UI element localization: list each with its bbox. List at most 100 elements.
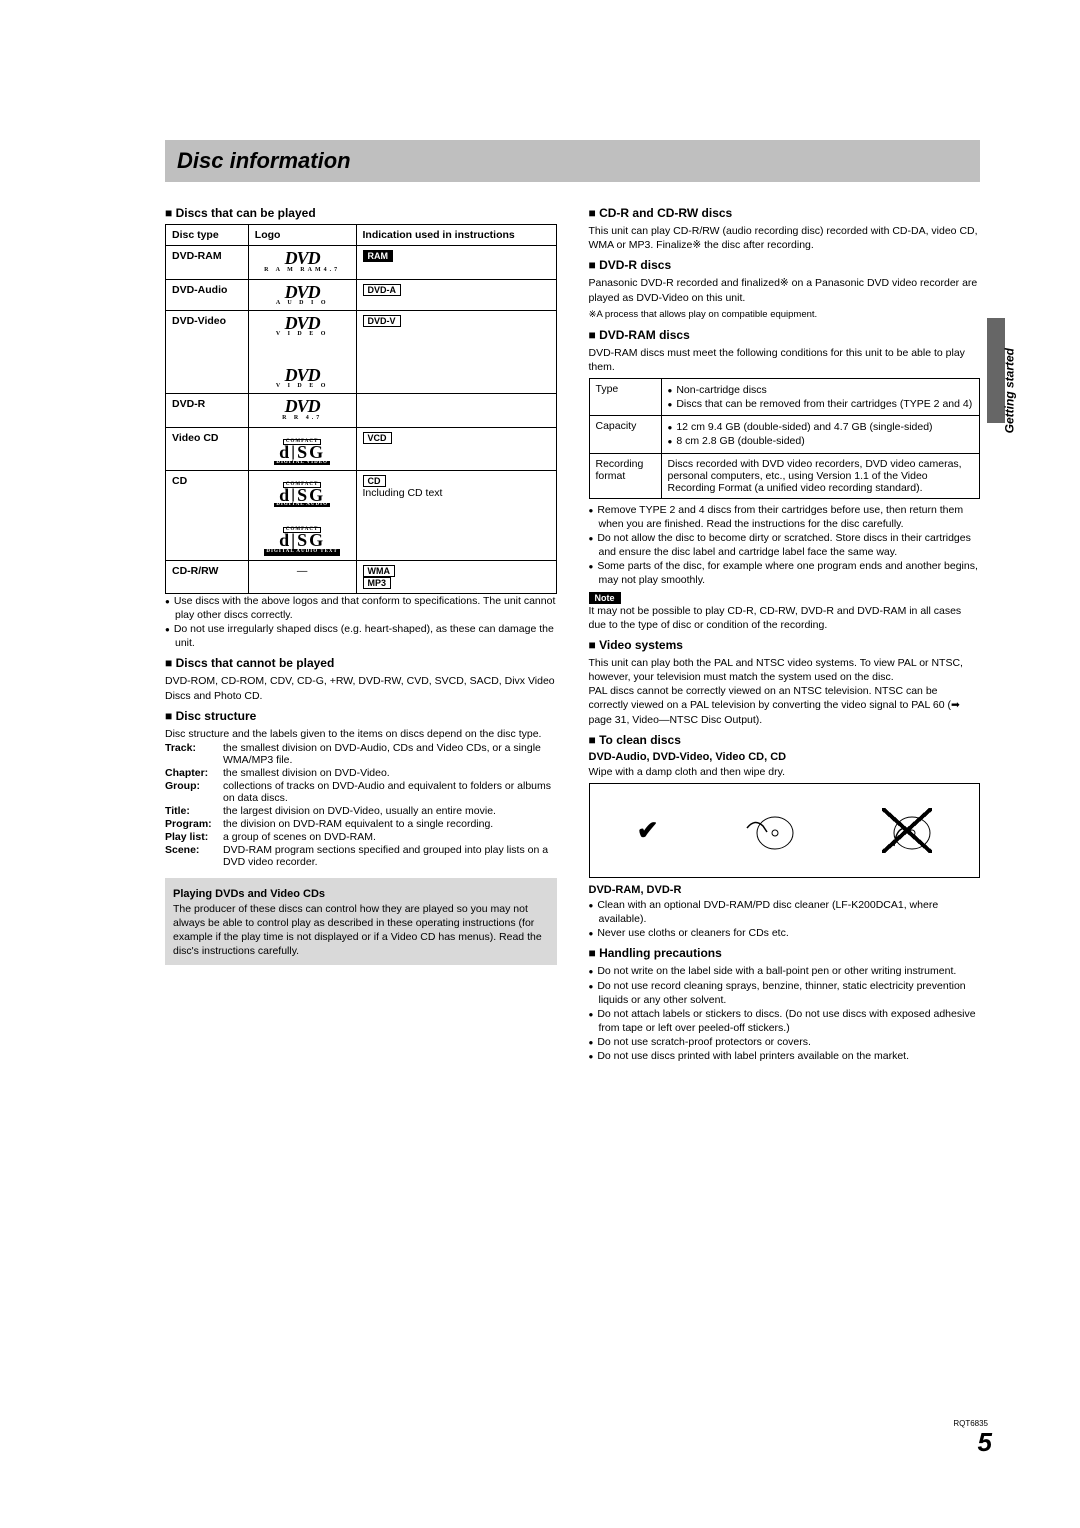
- dvdr-text: Panasonic DVD-R recorded and finalized※ …: [589, 276, 981, 304]
- list-item: Do not use scratch-proof protectors or c…: [589, 1035, 981, 1049]
- section-side-label: Getting started: [1002, 348, 1016, 433]
- cell-type: CD-R/RW: [166, 560, 249, 593]
- heading-video-systems: Video systems: [589, 638, 981, 652]
- playing-dvds-box: Playing DVDs and Video CDs The producer …: [165, 878, 557, 965]
- cell-type: DVD-Audio: [166, 279, 249, 310]
- playbox-heading: Playing DVDs and Video CDs: [173, 888, 549, 900]
- def: DVD-RAM program sections specified and g…: [223, 844, 557, 868]
- handling-bullets: Do not write on the label side with a ba…: [589, 964, 981, 1063]
- dvdram-table: Type Non-cartridge discs Discs that can …: [589, 378, 981, 499]
- check-icon: ✔: [637, 815, 659, 846]
- cell-type: Video CD: [166, 427, 249, 470]
- heading-handling: Handling precautions: [589, 946, 981, 960]
- cell-type: DVD-RAM: [166, 246, 249, 280]
- dvdr-footnote: ※A process that allows play on compatibl…: [589, 309, 981, 322]
- discs-can-notes: Use discs with the above logos and that …: [165, 594, 557, 651]
- page-number: 5: [978, 1427, 992, 1458]
- left-column: Discs that can be played Disc type Logo …: [165, 200, 557, 1064]
- cell-type: DVD-Video: [166, 311, 249, 394]
- def: the smallest division on DVD-Audio, CDs …: [223, 742, 557, 766]
- compact-disc-icon: COMPACTd|SGDIGITAL VIDEO: [274, 432, 330, 465]
- list-item: Do not write on the label side with a ba…: [589, 964, 981, 978]
- clean-h2: DVD-RAM, DVD-R: [589, 884, 981, 896]
- cell-ind: DVD-V: [356, 311, 556, 394]
- dvd-logo-icon: DVDR A M RAM4.7: [255, 248, 350, 275]
- dvd-logo-icon: DVDV I D E O: [255, 365, 350, 389]
- heading-discs-can-play: Discs that can be played: [165, 206, 557, 220]
- def: the division on DVD-RAM equivalent to a …: [223, 818, 557, 830]
- cell-val: Non-cartridge discs Discs that can be re…: [661, 378, 980, 415]
- cell-ind: WMAMP3: [356, 560, 556, 593]
- heading-dvdram: DVD-RAM discs: [589, 328, 981, 342]
- heading-clean: To clean discs: [589, 733, 981, 747]
- dvd-logo-icon: DVDA U D I O: [255, 282, 350, 306]
- th-logo: Logo: [248, 225, 356, 246]
- hand-wiping-icon: [745, 808, 795, 853]
- cell-logo: —: [248, 560, 356, 593]
- def: a group of scenes on DVD-RAM.: [223, 831, 557, 843]
- th-indication: Indication used in instructions: [356, 225, 556, 246]
- clean-bullets: Clean with an optional DVD-RAM/PD disc c…: [589, 898, 981, 941]
- video-p2: PAL discs cannot be correctly viewed on …: [589, 684, 981, 727]
- list-item: Do not attach labels or stickers to disc…: [589, 1007, 981, 1035]
- heading-disc-structure: Disc structure: [165, 709, 557, 723]
- compact-disc-icon: COMPACTd|SGDIGITAL AUDIO: [274, 475, 330, 508]
- cell-val: Discs recorded with DVD video recorders,…: [661, 453, 980, 498]
- cell-logo: DVDV I D E O DVDV I D E O: [248, 311, 356, 394]
- video-p1: This unit can play both the PAL and NTSC…: [589, 656, 981, 684]
- list-item: Do not use irregularly shaped discs (e.g…: [165, 622, 557, 650]
- clean-illustration: ✔: [589, 783, 981, 878]
- list-item: Some parts of the disc, for example wher…: [589, 559, 981, 587]
- hand-wiping-icon: [882, 808, 932, 853]
- list-item: 8 cm 2.8 GB (double-sided): [668, 434, 974, 448]
- list-item: Remove TYPE 2 and 4 discs from their car…: [589, 503, 981, 531]
- cell-logo: DVDR A M RAM4.7: [248, 246, 356, 280]
- disc-type-table: Disc type Logo Indication used in instru…: [165, 224, 557, 594]
- dvdram-bullets: Remove TYPE 2 and 4 discs from their car…: [589, 503, 981, 588]
- playbox-text: The producer of these discs can control …: [173, 902, 549, 959]
- cell-type: DVD-R: [166, 393, 249, 427]
- dvdram-intro: DVD-RAM discs must meet the following co…: [589, 346, 981, 374]
- cell-ind: [356, 393, 556, 427]
- cell-key: Capacity: [589, 416, 661, 453]
- cell-logo: DVDA U D I O: [248, 279, 356, 310]
- list-item: Do not use record cleaning sprays, benzi…: [589, 979, 981, 1007]
- def: the smallest division on DVD-Video.: [223, 767, 557, 779]
- cell-ind: RAM: [356, 246, 556, 280]
- structure-deflist: Track:the smallest division on DVD-Audio…: [165, 742, 557, 868]
- right-column: CD-R and CD-RW discs This unit can play …: [589, 200, 981, 1064]
- heading-dvdr: DVD-R discs: [589, 258, 981, 272]
- page-title-bar: Disc information: [165, 140, 980, 182]
- dvdram-note: It may not be possible to play CD-R, CD-…: [589, 604, 981, 632]
- compact-disc-icon: COMPACTd|SGDIGITAL AUDIO TEXT: [264, 520, 339, 555]
- list-item: Do not allow the disc to become dirty or…: [589, 531, 981, 559]
- term: Program:: [165, 818, 223, 830]
- note-badge: Note: [589, 592, 621, 604]
- term: Scene:: [165, 844, 223, 868]
- term: Chapter:: [165, 767, 223, 779]
- cell-ind: DVD-A: [356, 279, 556, 310]
- dvd-logo-icon: DVDV I D E O: [255, 313, 350, 337]
- def: the largest division on DVD-Video, usual…: [223, 805, 557, 817]
- structure-intro: Disc structure and the labels given to t…: [165, 727, 557, 741]
- cross-out-icon: [882, 808, 932, 853]
- cell-type: CD: [166, 470, 249, 560]
- heading-cdr: CD-R and CD-RW discs: [589, 206, 981, 220]
- list-item: 12 cm 9.4 GB (double-sided) and 4.7 GB (…: [668, 420, 974, 434]
- dvd-logo-icon: DVDR R 4.7: [255, 396, 350, 423]
- cell-key: Recording format: [589, 453, 661, 498]
- page-title: Disc information: [177, 148, 968, 174]
- heading-discs-cannot: Discs that cannot be played: [165, 656, 557, 670]
- cell-ind: CDIncluding CD text: [356, 470, 556, 560]
- list-item: Never use cloths or cleaners for CDs etc…: [589, 926, 981, 940]
- term: Track:: [165, 742, 223, 766]
- cell-logo: DVDR R 4.7: [248, 393, 356, 427]
- list-item: Non-cartridge discs: [668, 383, 974, 397]
- def: collections of tracks on DVD-Audio and e…: [223, 780, 557, 804]
- term: Play list:: [165, 831, 223, 843]
- list-item: Do not use discs printed with label prin…: [589, 1049, 981, 1063]
- cell-ind: VCD: [356, 427, 556, 470]
- cell-key: Type: [589, 378, 661, 415]
- th-disc-type: Disc type: [166, 225, 249, 246]
- discs-cannot-text: DVD-ROM, CD-ROM, CDV, CD-G, +RW, DVD-RW,…: [165, 674, 557, 702]
